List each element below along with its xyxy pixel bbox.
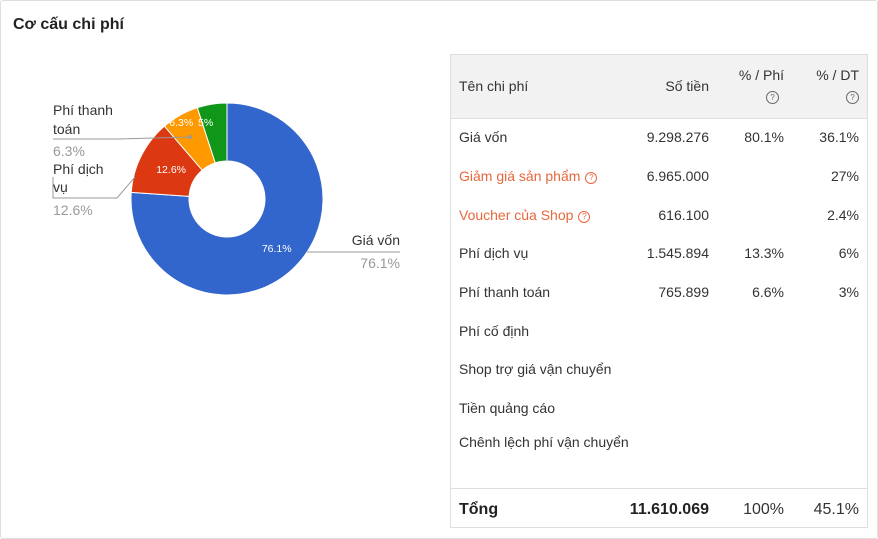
help-icon[interactable]: ? [846,91,859,104]
card-title: Cơ cấu chi phí [13,16,124,33]
cell-name: Phí dịch vụ [459,245,529,261]
pie-slice[interactable] [196,102,228,164]
cell-fee: 13.3% [744,245,784,261]
cell-name: Phí thanh toán [459,284,551,300]
cell-name: Phí cố định [459,323,530,339]
total-fee-pct: 100% [743,501,784,518]
slice-value-label: 76.1% [262,243,292,255]
pie-slice[interactable] [130,102,324,296]
total-amount: 11.610.069 [629,501,709,518]
cell-dt: 6% [838,245,859,261]
help-icon[interactable]: ? [585,172,598,184]
cell-dt: 2.4% [827,207,859,223]
header-name: Tên chi phí [459,78,529,94]
callout-label: toán [53,121,80,137]
cell-amount: 765.899 [658,284,709,300]
cell-fee: 6.6% [752,284,784,300]
header-dt: % / DT [816,67,859,83]
cell-fee: 80.1% [744,129,784,145]
help-icon[interactable]: ? [766,91,779,104]
callout-label: Phí dịch [53,161,104,177]
callout-line [52,176,136,199]
cell-name: Shop trợ giá vận chuyển [459,361,612,377]
total-row: Tổng 11.610.069 100% 45.1% [451,488,867,528]
total-label: Tổng [459,501,499,518]
cell-dt: 27% [830,168,859,184]
total-dt-pct: 45.1% [813,501,859,518]
header-amount: Số tiền [665,78,709,94]
callout-label: Giá vốn [352,232,400,248]
help-icon[interactable]: ? [578,211,591,223]
cell-amount: 1.545.894 [646,245,709,261]
cell-name: Chênh lệch phí vận chuyển [459,434,629,450]
table-header: Tên chi phí Số tiền % / Phí ? % / DT ? [451,55,867,119]
cell-name: Giá vốn [459,129,508,145]
header-fee: % / Phí [738,67,784,83]
callout-line [53,136,191,140]
slice-value-label: 12.6% [156,164,186,176]
cell-amount: 9.298.276 [646,129,709,145]
callout-label: vụ [53,179,68,195]
cell-name: Voucher của Shop? [459,207,591,223]
callout-percent: 12.6% [53,202,93,218]
cell-amount: 6.965.000 [646,168,709,184]
callout-percent: 76.1% [360,255,400,271]
cell-name: Tiền quảng cáo [459,400,555,416]
callout-dot [188,135,192,139]
slice-value-label: 6.3% [169,117,193,129]
cost-table: Tên chi phí Số tiền % / Phí ? % / DT ? G… [450,54,868,528]
cell-dt: 36.1% [819,129,859,145]
cell-dt: 3% [838,284,859,300]
cell-amount: 616.100 [658,207,709,223]
slice-value-label: 5% [198,117,213,129]
pie-chart: 76.1% 12.6% 6.3% 5% Giá vốn 76.1% Phí dịch vụ 1… [52,102,400,296]
callout-percent: 6.3% [53,143,85,159]
cell-name: Giảm giá sản phẩm? [459,168,598,184]
callout-label: Phí thanh [53,102,113,118]
